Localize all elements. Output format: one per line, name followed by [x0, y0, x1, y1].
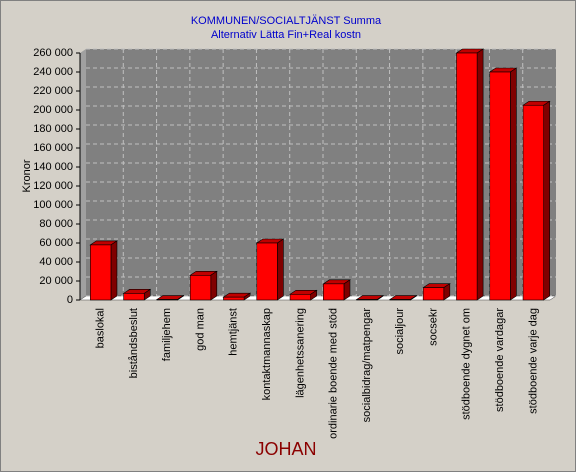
bar-front: [289, 293, 311, 301]
bar-front: [422, 287, 445, 301]
bar-side: [476, 48, 484, 301]
chart-subtitle: Alternativ Lätta Fin+Real kostn: [211, 29, 361, 41]
bar-side: [277, 238, 284, 301]
bar-front: [323, 283, 345, 301]
y-tick-label: 80 000: [39, 218, 73, 230]
bar: [455, 48, 485, 301]
y-tick-label: 220 000: [33, 85, 73, 97]
x-tick-label: god man: [194, 308, 206, 351]
bar: [522, 100, 551, 301]
bar: [155, 294, 185, 301]
bar-front: [522, 104, 544, 301]
bar: [388, 294, 418, 301]
bar-front: [123, 293, 145, 301]
y-tick-label: 20 000: [39, 275, 73, 287]
bar-side: [210, 270, 218, 301]
side-wall: [80, 49, 86, 300]
y-tick-label: 160 000: [33, 142, 73, 154]
y-tick-label: 120 000: [33, 180, 73, 192]
bar: [89, 240, 118, 301]
y-tick-label: 140 000: [33, 161, 73, 173]
y-tick-label: 260 000: [33, 47, 73, 59]
bar: [422, 283, 451, 301]
bar: [255, 238, 285, 301]
bar-side: [110, 240, 118, 301]
bar-side: [510, 67, 517, 301]
x-tick-label: kontaktmannaskap: [261, 308, 273, 400]
y-tick-label: 40 000: [39, 256, 73, 268]
x-tick-label: baslokal: [95, 308, 107, 348]
x-tick-label: stödboende varje dag: [527, 308, 539, 414]
x-tick-label: familjehem: [161, 308, 173, 361]
y-tick-label: 240 000: [33, 66, 73, 78]
bar: [189, 270, 218, 301]
bar-front: [456, 52, 478, 301]
bar: [222, 292, 252, 301]
x-tick-label: hemtjänst: [228, 308, 240, 356]
bar: [488, 67, 518, 301]
y-tick-label: 0: [67, 294, 73, 306]
bar: [322, 279, 351, 301]
x-tick-label: stödboende dygnet om: [461, 308, 473, 420]
x-tick-label: lägenhetssanering: [294, 308, 306, 398]
bar-front: [489, 71, 511, 301]
x-tick-label: biståndsbeslut: [128, 308, 140, 378]
y-axis-label: Kronor: [21, 159, 33, 192]
x-tick-label: socsekr: [427, 308, 439, 346]
y-tick-label: 100 000: [33, 199, 73, 211]
bar-front: [90, 244, 112, 301]
y-tick-label: 180 000: [33, 123, 73, 135]
y-tick-label: 200 000: [33, 104, 73, 116]
x-tick-label: stödboende vardagar: [494, 308, 506, 412]
x-tick-label: socialbidrag/matpengar: [361, 308, 373, 423]
chart-title: KOMMUNEN/SOCIALTJÄNST Summa: [191, 15, 382, 27]
bar: [355, 294, 385, 301]
floor: [79, 295, 557, 301]
bar-front: [256, 242, 278, 301]
bar-front: [223, 296, 245, 301]
x-axis-label: JOHAN: [255, 439, 316, 459]
bar: [289, 289, 318, 301]
bar-side: [543, 100, 550, 301]
x-tick-label: socialjour: [394, 308, 406, 355]
x-tick-label: ordinarie boende med stöd: [328, 308, 340, 439]
bar: [122, 288, 152, 301]
bar-front: [189, 274, 212, 301]
y-tick-label: 60 000: [39, 237, 73, 249]
